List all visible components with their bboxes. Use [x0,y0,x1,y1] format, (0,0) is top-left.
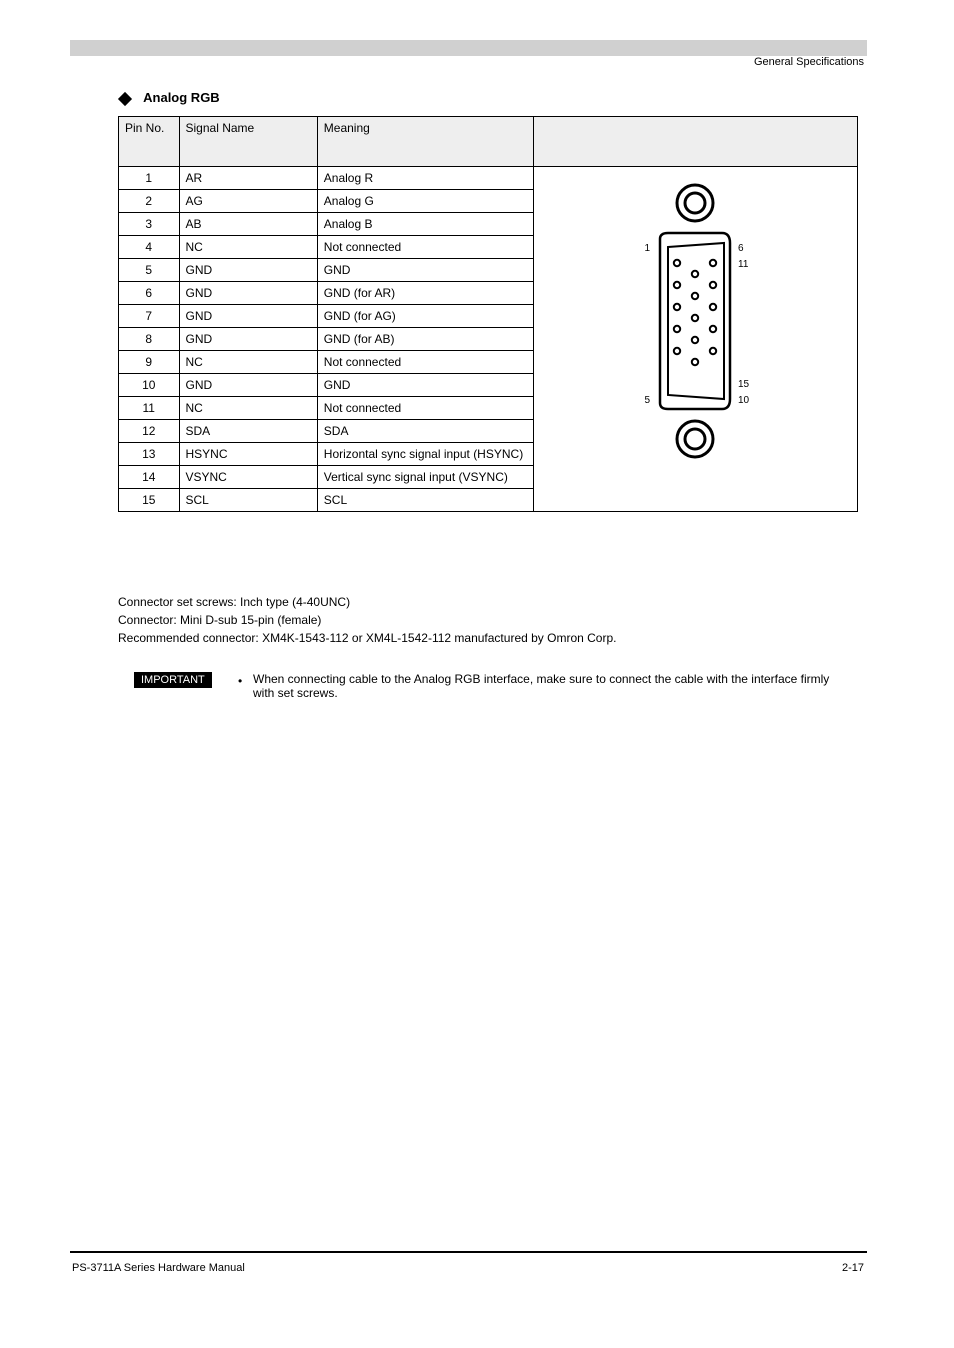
cell-meaning: Not connected [317,397,533,420]
cell-meaning: Analog B [317,213,533,236]
cell-meaning: GND [317,259,533,282]
cell-pin: 6 [119,282,180,305]
important-badge: IMPORTANT [134,672,212,688]
cell-name: NC [179,397,317,420]
th-name: Signal Name [179,117,317,167]
cell-pin: 2 [119,190,180,213]
cell-name: SDA [179,420,317,443]
footer-rule [70,1251,867,1253]
cell-meaning: Not connected [317,351,533,374]
cell-name: NC [179,236,317,259]
top-bar [70,40,867,56]
cell-name: AB [179,213,317,236]
cell-meaning: Horizontal sync signal input (HSYNC) [317,443,533,466]
cell-meaning: SDA [317,420,533,443]
important-row: IMPORTANT • When connecting cable to the… [128,672,858,688]
cell-meaning: GND (for AG) [317,305,533,328]
cell-meaning: GND (for AR) [317,282,533,305]
cell-meaning: SCL [317,489,533,512]
svg-text:15: 15 [738,379,750,390]
connector-diagram-cell: 1 6 11 5 10 15 [533,167,857,512]
footer-right: 2-17 [842,1262,864,1274]
cell-meaning: Vertical sync signal input (VSYNC) [317,466,533,489]
cell-pin: 10 [119,374,180,397]
cell-name: NC [179,351,317,374]
diamond-icon [118,91,132,105]
cell-pin: 3 [119,213,180,236]
svg-text:5: 5 [645,395,651,406]
bullet-icon: • [238,674,242,688]
cell-pin: 12 [119,420,180,443]
cell-name: GND [179,259,317,282]
svg-text:10: 10 [738,395,750,406]
cell-meaning: Analog G [317,190,533,213]
cell-pin: 11 [119,397,180,420]
section-heading: Analog RGB [120,90,220,105]
notes-block: Connector set screws: Inch type (4-40UNC… [118,595,858,649]
cell-name: GND [179,305,317,328]
cell-meaning: Not connected [317,236,533,259]
cell-meaning: GND [317,374,533,397]
footer-left: PS-3711A Series Hardware Manual [72,1262,245,1274]
important-text: When connecting cable to the Analog RGB … [253,672,853,700]
cell-name: HSYNC [179,443,317,466]
cell-pin: 7 [119,305,180,328]
cell-name: SCL [179,489,317,512]
connector-icon: 1 6 11 5 10 15 [620,171,770,471]
cell-name: AR [179,167,317,190]
cell-pin: 1 [119,167,180,190]
cell-name: AG [179,190,317,213]
cell-pin: 4 [119,236,180,259]
th-meaning: Meaning [317,117,533,167]
note-line: Connector set screws: Inch type (4-40UNC… [118,595,858,609]
cell-pin: 9 [119,351,180,374]
cell-name: GND [179,374,317,397]
pin-table: Pin No. Signal Name Meaning 1ARAnalog R1… [118,116,858,512]
svg-text:6: 6 [738,243,744,254]
svg-text:1: 1 [645,243,651,254]
cell-pin: 8 [119,328,180,351]
th-pin: Pin No. [119,117,180,167]
cell-meaning: GND (for AB) [317,328,533,351]
cell-name: GND [179,282,317,305]
svg-text:11: 11 [738,259,749,270]
cell-meaning: Analog R [317,167,533,190]
note-line: Recommended connector: XM4K-1543-112 or … [118,631,858,645]
cell-name: VSYNC [179,466,317,489]
cell-pin: 14 [119,466,180,489]
cell-name: GND [179,328,317,351]
cell-pin: 15 [119,489,180,512]
section-heading-text: Analog RGB [143,90,220,105]
header-right: General Specifications [754,56,864,68]
cell-pin: 5 [119,259,180,282]
th-connector [533,117,857,167]
table-row: 1ARAnalog R161151015 [119,167,858,190]
cell-pin: 13 [119,443,180,466]
note-line: Connector: Mini D-sub 15-pin (female) [118,613,858,627]
